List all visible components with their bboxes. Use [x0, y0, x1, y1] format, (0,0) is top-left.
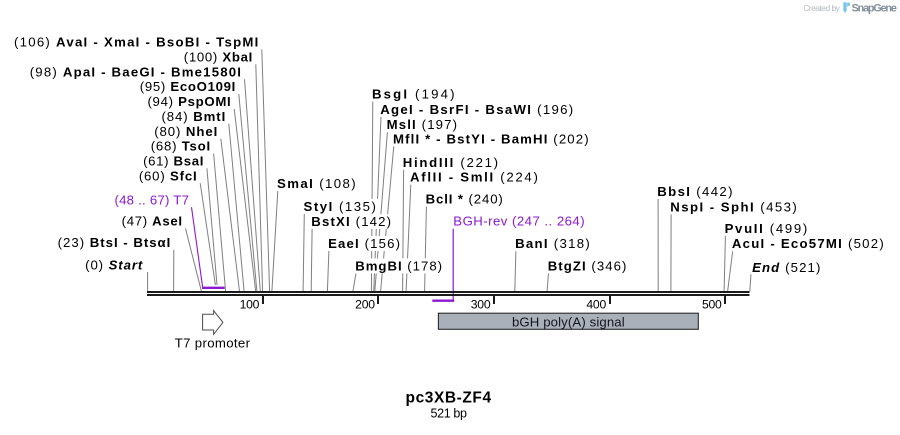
- svg-text:(0) Start: (0) Start: [85, 258, 143, 273]
- svg-text:500: 500: [702, 297, 722, 311]
- svg-text:T7 promoter: T7 promoter: [175, 335, 251, 350]
- svg-text:BtgZI (346): BtgZI (346): [548, 258, 628, 273]
- svg-text:Created by: Created by: [803, 3, 840, 13]
- svg-text:(61) BsaI: (61) BsaI: [143, 154, 204, 169]
- svg-text:AcuI - Eco57MI (502): AcuI - Eco57MI (502): [732, 236, 885, 251]
- svg-text:(95) EcoO109I: (95) EcoO109I: [140, 79, 236, 94]
- svg-text:(48 .. 67) T7: (48 .. 67) T7: [114, 193, 189, 208]
- svg-text:(98) ApaI - BaeGI - Bme1580I: (98) ApaI - BaeGI - Bme1580I: [30, 64, 242, 79]
- svg-text:(84) BmtI: (84) BmtI: [161, 109, 226, 124]
- svg-text:200: 200: [355, 297, 375, 311]
- svg-text:100: 100: [240, 297, 260, 311]
- svg-text:(68) TsoI: (68) TsoI: [151, 139, 211, 154]
- svg-text:(100) XbaI: (100) XbaI: [184, 50, 253, 65]
- svg-text:SnapGene: SnapGene: [852, 2, 897, 14]
- svg-text:AgeI - BsrFI - BsaWI (196): AgeI - BsrFI - BsaWI (196): [380, 102, 574, 117]
- svg-text:AflII - SmlI (224): AflII - SmlI (224): [410, 170, 540, 185]
- svg-text:(94) PspOMI: (94) PspOMI: [147, 94, 231, 109]
- svg-text:EaeI (156): EaeI (156): [328, 236, 401, 251]
- svg-text:(60) SfcI: (60) SfcI: [139, 168, 198, 183]
- svg-text:pc3XB-ZF4: pc3XB-ZF4: [406, 389, 492, 406]
- svg-text:BclI * (240): BclI * (240): [426, 192, 504, 207]
- svg-text:HindIII (221): HindIII (221): [403, 155, 500, 170]
- svg-text:400: 400: [586, 297, 606, 311]
- svg-text:End (521): End (521): [752, 260, 821, 275]
- svg-text:BanI (318): BanI (318): [515, 236, 591, 251]
- svg-text:StyI (135): StyI (135): [304, 199, 378, 214]
- svg-text:BbsI (442): BbsI (442): [657, 184, 734, 199]
- svg-text:BsgI (194): BsgI (194): [372, 87, 457, 102]
- svg-text:BstXI (142): BstXI (142): [311, 214, 392, 229]
- svg-text:(23) BtsI - BtsαI: (23) BtsI - BtsαI: [58, 235, 172, 250]
- svg-text:521 bp: 521 bp: [431, 406, 467, 420]
- svg-text:(47) AseI: (47) AseI: [122, 214, 183, 229]
- svg-text:bGH poly(A) signal: bGH poly(A) signal: [512, 315, 625, 330]
- svg-text:MflI * - BstYI - BamHI (202): MflI * - BstYI - BamHI (202): [393, 131, 590, 146]
- svg-text:PvuII (499): PvuII (499): [725, 221, 809, 236]
- svg-text:300: 300: [471, 297, 491, 311]
- svg-text:BmgBI (178): BmgBI (178): [355, 258, 443, 273]
- svg-text:(80) NheI: (80) NheI: [154, 124, 218, 139]
- svg-text:SmaI (108): SmaI (108): [277, 176, 357, 191]
- svg-text:BGH-rev (247 .. 264): BGH-rev (247 .. 264): [453, 214, 585, 229]
- svg-text:NspI - SphI (453): NspI - SphI (453): [670, 199, 798, 214]
- svg-text:MslI (197): MslI (197): [387, 117, 459, 132]
- svg-text:(106) AvaI - XmaI - BsoBI - T: (106) AvaI - XmaI - BsoBI - TspMI: [14, 35, 260, 50]
